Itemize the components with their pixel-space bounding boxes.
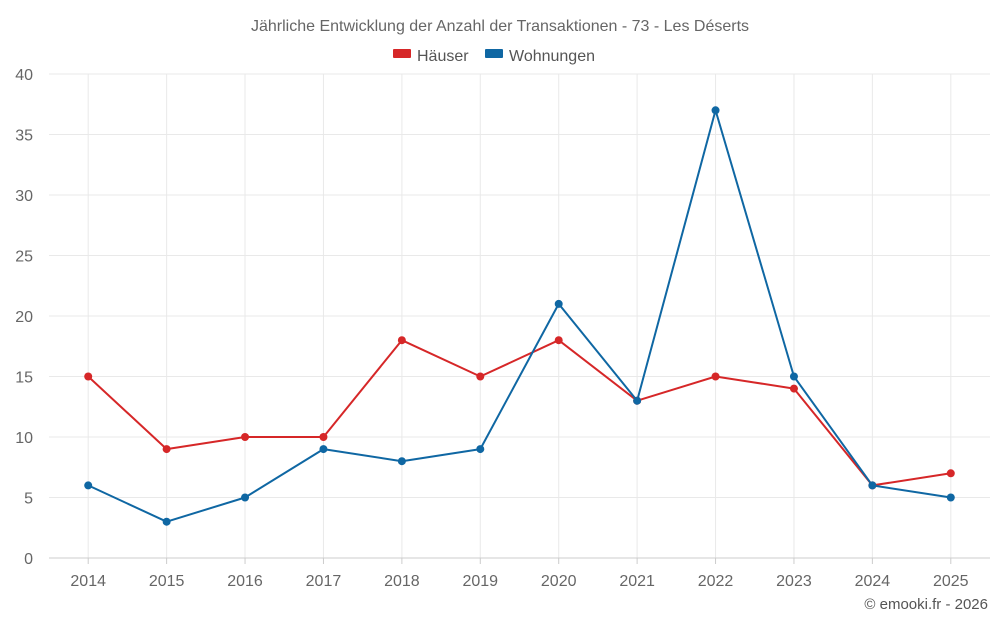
x-tick-label: 2017 [306,573,342,590]
legend[interactable]: Häuser Wohnungen [393,48,595,65]
x-tick-label: 2015 [149,573,185,590]
data-point-wohnungen[interactable] [868,481,877,490]
y-tick-label: 30 [15,188,33,205]
data-point-haeuser[interactable] [946,469,955,478]
data-point-wohnungen[interactable] [162,517,171,526]
y-tick-label: 25 [15,249,33,266]
y-tick-label: 5 [24,491,33,508]
x-tick-label: 2018 [384,573,420,590]
credit-text: © emooki.fr - 2026 [864,596,988,613]
x-axis: 2014 2015 2016 2017 2018 2019 2020 2021 2022 2023… [49,557,990,590]
data-point-haeuser[interactable] [241,433,250,441]
grid [49,73,990,558]
data-point-haeuser[interactable] [397,336,406,345]
data-point-wohnungen[interactable] [711,106,720,115]
x-tick-label: 2014 [70,573,106,590]
x-tick-label: 2019 [462,573,498,590]
legend-label-haeuser[interactable]: Häuser [417,48,469,65]
y-tick-label: 15 [15,370,33,387]
data-point-wohnungen[interactable] [946,493,955,502]
legend-swatch-wohnungen [485,49,503,58]
series-line-wohnungen[interactable] [87,109,951,523]
x-tick-label: 2022 [698,573,734,590]
chart-title: Jährliche Entwicklung der Anzahl der Tra… [251,18,749,35]
data-point-haeuser[interactable] [84,372,93,381]
y-tick-label: 20 [15,309,33,326]
data-point-haeuser[interactable] [319,433,328,441]
data-point-wohnungen[interactable] [476,445,485,454]
data-point-wohnungen[interactable] [633,396,642,405]
data-point-wohnungen[interactable] [241,493,250,502]
y-tick-label: 35 [15,128,33,145]
data-point-haeuser[interactable] [711,372,720,381]
data-point-wohnungen[interactable] [554,299,563,308]
data-point-wohnungen[interactable] [789,372,798,381]
data-point-wohnungen[interactable] [319,445,328,454]
series-line-haeuser[interactable] [87,339,951,487]
x-tick-label: 2025 [933,573,969,590]
data-point-wohnungen[interactable] [397,457,406,466]
x-tick-label: 2023 [776,573,812,590]
y-tick-label: 40 [15,67,33,84]
y-tick-label: 0 [24,551,33,568]
data-point-haeuser[interactable] [554,336,563,345]
data-point-haeuser[interactable] [789,384,798,393]
x-tick-label: 2016 [227,573,263,590]
series [84,106,955,526]
legend-label-wohnungen[interactable]: Wohnungen [509,48,595,65]
x-tick-label: 2020 [541,573,577,590]
y-axis: 0 5 10 15 20 25 30 35 40 [15,67,33,568]
data-point-wohnungen[interactable] [84,481,93,490]
data-point-haeuser[interactable] [162,445,171,454]
x-tick-label: 2021 [619,573,655,590]
x-tick-label: 2024 [855,573,891,590]
legend-swatch-haeuser [393,49,411,58]
data-point-haeuser[interactable] [476,372,485,381]
y-tick-label: 10 [15,430,33,447]
